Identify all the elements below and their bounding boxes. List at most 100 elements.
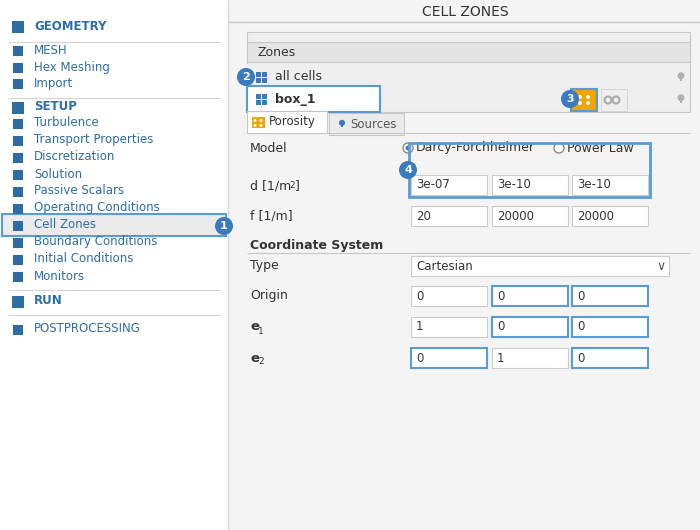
Text: 0: 0 <box>497 321 505 333</box>
Text: Import: Import <box>34 76 74 90</box>
Circle shape <box>678 94 685 101</box>
Bar <box>13 238 23 248</box>
Bar <box>252 117 265 128</box>
Text: e: e <box>250 351 259 365</box>
Bar <box>411 286 487 306</box>
Bar <box>13 187 23 197</box>
Bar <box>247 64 690 90</box>
Text: Zones: Zones <box>257 46 295 58</box>
Circle shape <box>578 95 582 99</box>
Bar <box>13 170 23 180</box>
Text: 2: 2 <box>258 358 264 367</box>
Text: 2: 2 <box>242 72 250 82</box>
Bar <box>12 21 24 33</box>
Bar <box>411 348 487 368</box>
Text: Hex Meshing: Hex Meshing <box>34 60 110 74</box>
Circle shape <box>339 120 345 126</box>
Bar <box>247 32 690 112</box>
Bar <box>411 175 487 195</box>
Bar <box>262 100 267 104</box>
Text: Sources: Sources <box>350 118 396 130</box>
Circle shape <box>260 119 262 122</box>
Bar <box>492 286 568 306</box>
Bar <box>680 77 682 80</box>
Text: 0: 0 <box>577 289 584 303</box>
Bar <box>572 286 648 306</box>
Text: Origin: Origin <box>250 289 288 303</box>
Bar <box>571 89 597 111</box>
Text: Porosity: Porosity <box>269 116 316 128</box>
Text: 3e-07: 3e-07 <box>416 179 450 191</box>
Text: 0: 0 <box>577 351 584 365</box>
Text: Initial Conditions: Initial Conditions <box>34 252 134 266</box>
Text: d [1/m: d [1/m <box>250 180 291 192</box>
Text: ∨: ∨ <box>657 260 666 272</box>
Text: GEOMETRY: GEOMETRY <box>34 20 106 32</box>
Circle shape <box>253 119 256 122</box>
Circle shape <box>399 161 417 179</box>
Bar <box>13 153 23 163</box>
Text: 1: 1 <box>416 321 423 333</box>
Bar <box>13 204 23 214</box>
Text: 2: 2 <box>289 181 295 190</box>
Circle shape <box>554 143 564 153</box>
Bar <box>13 79 23 89</box>
Bar <box>572 317 648 337</box>
Text: RUN: RUN <box>34 295 63 307</box>
Text: Solution: Solution <box>34 167 82 181</box>
Text: Cell Zones: Cell Zones <box>34 218 96 232</box>
Text: box_1: box_1 <box>275 93 316 105</box>
Text: POSTPROCESSING: POSTPROCESSING <box>34 322 141 335</box>
Circle shape <box>403 143 413 153</box>
Text: 1: 1 <box>258 326 264 335</box>
Bar <box>341 125 344 126</box>
Text: Cartesian: Cartesian <box>416 260 472 272</box>
Text: 1: 1 <box>497 351 505 365</box>
Circle shape <box>253 124 256 127</box>
Bar <box>341 126 343 127</box>
Circle shape <box>237 68 255 86</box>
Circle shape <box>561 90 579 108</box>
Text: ]: ] <box>295 180 300 192</box>
Bar <box>262 77 267 83</box>
Bar <box>492 175 568 195</box>
Text: CELL ZONES: CELL ZONES <box>421 5 508 19</box>
Text: 3e-10: 3e-10 <box>497 179 531 191</box>
Bar <box>13 221 23 231</box>
Text: Coordinate System: Coordinate System <box>250 240 384 252</box>
Bar <box>492 348 568 368</box>
Circle shape <box>578 101 582 105</box>
Bar <box>680 80 682 81</box>
Bar <box>256 93 260 99</box>
Bar <box>601 89 627 111</box>
Text: 3: 3 <box>566 94 574 104</box>
Text: SETUP: SETUP <box>34 101 77 113</box>
Text: Power Law: Power Law <box>567 142 634 155</box>
Text: Model: Model <box>250 142 288 155</box>
Text: 0: 0 <box>497 289 505 303</box>
Circle shape <box>586 95 590 99</box>
Bar <box>329 113 404 135</box>
Circle shape <box>586 101 590 105</box>
Text: 20000: 20000 <box>577 209 614 223</box>
Bar <box>13 136 23 146</box>
Bar <box>12 296 24 308</box>
Bar <box>262 93 267 99</box>
Text: f [1/m]: f [1/m] <box>250 209 293 223</box>
Bar <box>256 77 260 83</box>
Text: 20000: 20000 <box>497 209 534 223</box>
Text: MESH: MESH <box>34 43 68 57</box>
Bar <box>411 206 487 226</box>
Text: Passive Scalars: Passive Scalars <box>34 184 124 198</box>
Bar <box>2 214 226 236</box>
Text: Operating Conditions: Operating Conditions <box>34 201 160 215</box>
Text: 0: 0 <box>416 351 423 365</box>
Bar <box>12 102 24 114</box>
Bar <box>247 42 690 62</box>
Text: Transport Properties: Transport Properties <box>34 134 153 146</box>
Text: Turbulence: Turbulence <box>34 117 99 129</box>
Bar <box>409 143 650 197</box>
Bar <box>680 100 682 101</box>
Bar <box>411 256 669 276</box>
Text: Discretization: Discretization <box>34 151 116 163</box>
